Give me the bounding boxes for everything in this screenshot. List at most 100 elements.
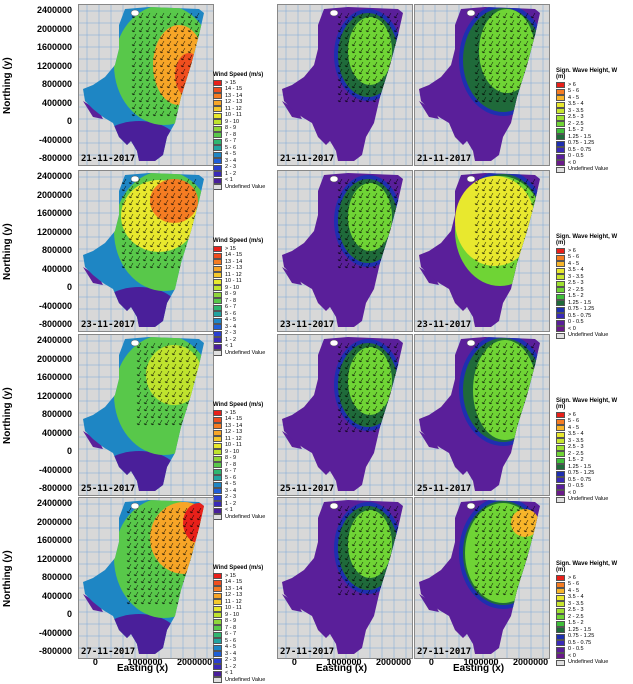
legend-swatch <box>213 657 222 664</box>
legend-swatch <box>556 607 565 614</box>
wave-field-svg <box>278 171 412 331</box>
legend-swatch <box>213 138 222 145</box>
x-tick-label: 0 <box>291 657 297 667</box>
legend-swatch <box>213 112 222 119</box>
legend-swatch <box>556 267 565 274</box>
legend-swatch <box>213 177 222 184</box>
legend-label: < 0 <box>568 159 576 166</box>
legend-item: 2 - 2.5 <box>556 614 626 621</box>
map-date-label: 25-11-2017 <box>417 484 472 494</box>
legend-title: Sign. Wave Height, W (m) <box>556 561 618 573</box>
x-axis-title: Easting (x) <box>453 663 505 674</box>
legend-swatch <box>213 337 222 344</box>
wind-speed-legend: Wind Speed (m/s) > 15 14 - 15 13 - 14 12 - 1… <box>213 565 265 684</box>
legend-swatch <box>213 106 222 113</box>
legend-label: 6 - 7 <box>225 304 237 310</box>
legend-label: 4 - 5 <box>568 587 580 594</box>
legend-item: 9 - 10 <box>213 119 265 126</box>
legend-swatch <box>213 488 222 495</box>
legend-label: 3 - 3.5 <box>568 107 584 114</box>
wind-field-svg <box>79 498 213 658</box>
legend-swatch <box>213 468 222 475</box>
y-axis-title: Northing (y) <box>2 550 13 607</box>
legend-swatch <box>213 442 222 449</box>
legend-item: 2 - 3 <box>213 164 265 172</box>
legend-item: 1.5 - 2 <box>556 127 626 135</box>
legend-item: 5 - 6 <box>556 254 626 262</box>
legend-swatch <box>556 470 565 477</box>
legend-label: 10 - 11 <box>225 442 242 448</box>
legend-item: Undefined Value <box>556 332 626 340</box>
legend-item: 9 - 10 <box>213 285 265 292</box>
legend-label: 2.5 - 3 <box>568 280 584 286</box>
legend-label: 9 - 10 <box>225 284 240 291</box>
legend-swatch <box>213 145 222 152</box>
legend-item: 6 - 7 <box>213 631 265 639</box>
legend-swatch <box>213 462 222 469</box>
legend-item: 6 - 7 <box>213 468 265 476</box>
legend-label: < 0 <box>568 325 576 332</box>
legend-swatch <box>556 101 565 108</box>
legend-label: 4 - 5 <box>568 94 580 101</box>
legend-item: > 15 <box>213 573 265 580</box>
legend-swatch <box>556 82 565 89</box>
legend-swatch <box>213 501 222 508</box>
legend-label: < 1 <box>225 507 233 513</box>
legend-item: 5 - 6 <box>213 311 265 318</box>
x-axis-title: Easting (x) <box>117 663 169 674</box>
legend-swatch <box>213 455 222 462</box>
y-tick-label: 400000 <box>41 263 72 274</box>
legend-swatch <box>556 121 565 128</box>
legend-label: 5 - 6 <box>225 637 237 644</box>
legend-label: 3 - 3.5 <box>568 437 584 444</box>
legend-item: 13 - 14 <box>213 93 265 100</box>
legend-label: 0.5 - 0.75 <box>568 639 592 646</box>
legend-item: > 6 <box>556 248 626 255</box>
legend-item: 11 - 12 <box>213 106 265 113</box>
legend-swatch <box>556 451 565 458</box>
wind-speed-map: 25-11-2017 <box>78 334 214 496</box>
legend-swatch <box>213 625 222 632</box>
x-tick-label: 2000000 <box>513 657 549 667</box>
y-tick-label: 1600000 <box>36 372 72 382</box>
map-date-label: 27-11-2017 <box>81 647 136 657</box>
legend-label: 6 - 7 <box>225 468 237 474</box>
legend-item: 5 - 6 <box>213 475 265 482</box>
legend-swatch <box>213 573 222 580</box>
legend-label: 11 - 12 <box>225 271 242 278</box>
legend-label: 2.5 - 3 <box>568 607 584 613</box>
y-tick-label: 2000000 <box>36 516 72 527</box>
legend-label: < 0 <box>568 489 576 496</box>
legend-item: 1.25 - 1.5 <box>556 300 626 307</box>
legend-item: < 0 <box>556 326 626 333</box>
legend-item: 14 - 15 <box>213 579 265 587</box>
legend-swatch <box>213 350 222 357</box>
legend-swatch <box>556 95 565 102</box>
legend-label: > 15 <box>225 409 236 416</box>
legend-label: 2 - 3 <box>225 494 237 500</box>
legend-item: Undefined Value <box>213 514 265 521</box>
legend-item: 12 - 13 <box>213 429 265 437</box>
legend-label: 0.75 - 1.25 <box>568 140 595 146</box>
legend-swatch <box>213 99 222 106</box>
map-date-label: 25-11-2017 <box>280 484 335 494</box>
legend-item: 5 - 6 <box>556 581 626 589</box>
legend-label: 11 - 12 <box>225 105 242 112</box>
legend-swatch <box>213 272 222 279</box>
wind-field-svg <box>79 171 213 331</box>
legend-title: Wind Speed (m/s) <box>213 72 264 78</box>
legend-swatch <box>213 252 222 259</box>
map-date-label: 27-11-2017 <box>417 647 472 657</box>
legend-label: 2 - 3 <box>225 164 237 170</box>
legend-swatch <box>556 444 565 451</box>
legend-label: 7 - 8 <box>225 461 237 468</box>
wave-field-svg <box>415 171 549 331</box>
legend-title: Wind Speed (m/s) <box>213 238 264 244</box>
legend-item: 0 - 0.5 <box>556 153 626 161</box>
x-tick-label: 2000000 <box>376 657 412 667</box>
legend-label: 5 - 6 <box>568 88 580 94</box>
legend-item: 13 - 14 <box>213 423 265 430</box>
y-tick-label: 1200000 <box>36 60 72 71</box>
legend-label: 2 - 2.5 <box>568 450 584 457</box>
legend-item: 4 - 5 <box>213 481 265 489</box>
